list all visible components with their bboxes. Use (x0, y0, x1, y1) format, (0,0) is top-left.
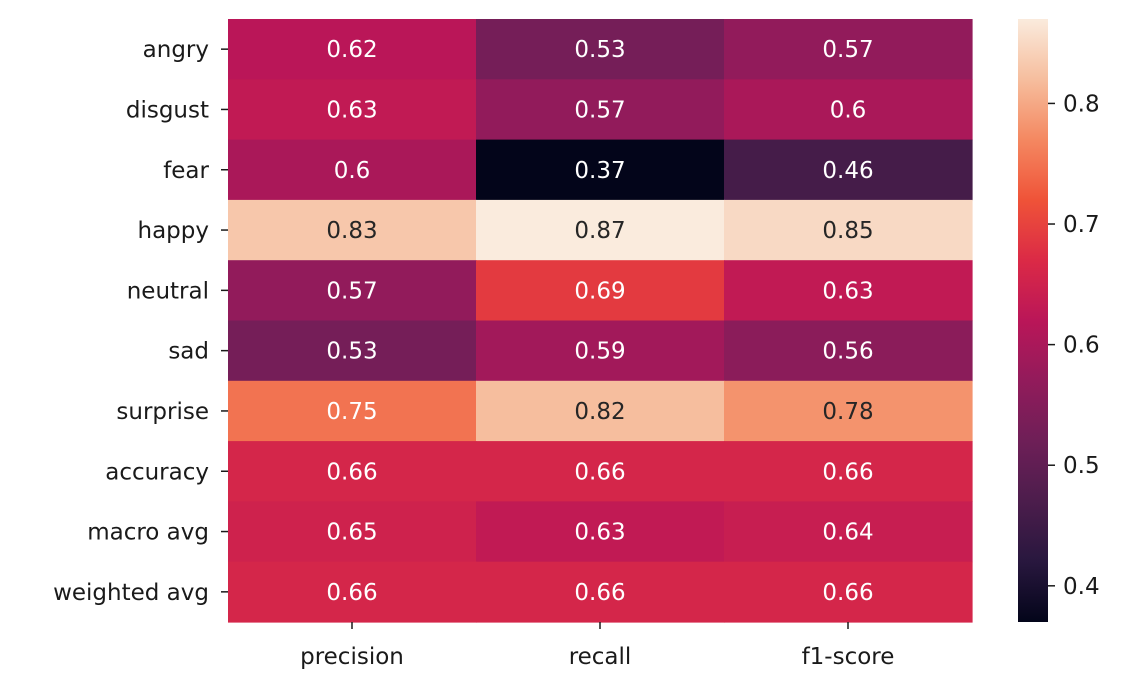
heatmap-cell-3-0 (228, 199, 477, 261)
heatmap-cell-1-2 (724, 79, 973, 141)
cell-annotation-7-1: 0.66 (574, 459, 625, 485)
cell-annotation-2-1: 0.37 (574, 158, 625, 184)
x-tick-label-0: precision (300, 644, 404, 670)
cell-annotation-5-2: 0.56 (822, 339, 873, 365)
heatmap-cell-5-0 (228, 320, 477, 382)
x-tick-labels: precision recall f1-score (300, 622, 894, 670)
cell-annotation-3-2: 0.85 (822, 218, 873, 244)
cell-annotation-3-1: 0.87 (574, 218, 625, 244)
cell-annotation-7-0: 0.66 (326, 459, 377, 485)
heatmap-cell-2-0 (228, 139, 477, 201)
x-tick-label-2: f1-score (802, 644, 895, 670)
y-tick-label-7: accuracy (105, 459, 209, 485)
cell-annotation-4-0: 0.57 (326, 278, 377, 304)
cell-annotation-0-1: 0.53 (574, 37, 625, 63)
colorbar-tick-label-0: 0.4 (1063, 574, 1100, 600)
colorbar-tick-label-2: 0.6 (1063, 333, 1100, 359)
heatmap-cell-4-2 (724, 260, 973, 322)
colorbar: 0.4 0.5 0.6 0.7 0.8 (1018, 19, 1100, 622)
heatmap-cell-9-0 (228, 561, 477, 623)
cell-annotation-1-2: 0.6 (830, 97, 867, 123)
heatmap-cell-5-1 (476, 320, 725, 382)
cell-annotation-8-0: 0.65 (326, 520, 377, 546)
cell-annotation-2-2: 0.46 (822, 158, 873, 184)
colorbar-tick-label-4: 0.8 (1063, 91, 1100, 117)
heatmap-cell-2-2 (724, 139, 973, 201)
heatmap-cell-0-1 (476, 19, 725, 80)
heatmap-cell-7-2 (724, 441, 973, 502)
heatmap-cell-1-1 (476, 79, 725, 141)
y-tick-label-9: weighted avg (53, 580, 209, 606)
cell-annotation-0-0: 0.62 (326, 37, 377, 63)
y-tick-label-2: fear (163, 158, 209, 184)
heatmap-cell-0-2 (724, 19, 973, 80)
y-tick-label-1: disgust (126, 97, 209, 123)
heatmap-annotations: 0.62 0.53 0.57 0.63 0.57 0.6 0.6 0.37 0.46 0.83 0.… (326, 37, 873, 606)
heatmap-cell-8-2 (724, 501, 973, 563)
cell-annotation-6-0: 0.75 (326, 399, 377, 425)
y-tick-label-5: sad (168, 339, 209, 365)
cell-annotation-4-2: 0.63 (822, 278, 873, 304)
heatmap-cells (228, 19, 973, 623)
heatmap-cell-3-1 (476, 199, 725, 261)
cell-annotation-8-2: 0.64 (822, 520, 873, 546)
cell-annotation-6-1: 0.82 (574, 399, 625, 425)
cell-annotation-2-0: 0.6 (334, 158, 371, 184)
cell-annotation-8-1: 0.63 (574, 520, 625, 546)
cell-annotation-0-2: 0.57 (822, 37, 873, 63)
x-tick-label-1: recall (569, 644, 632, 670)
heatmap-cell-6-1 (476, 380, 725, 442)
colorbar-gradient (1018, 19, 1048, 622)
heatmap-cell-4-1 (476, 260, 725, 322)
heatmap-cell-6-2 (724, 380, 973, 442)
heatmap-cell-9-2 (724, 561, 973, 623)
y-tick-label-3: happy (138, 218, 209, 244)
cell-annotation-7-2: 0.66 (822, 459, 873, 485)
heatmap-cell-4-0 (228, 260, 477, 322)
y-tick-label-6: surprise (116, 399, 209, 425)
heatmap-cell-2-1 (476, 139, 725, 201)
cell-annotation-9-2: 0.66 (822, 580, 873, 606)
heatmap-cell-3-2 (724, 199, 973, 261)
cell-annotation-5-0: 0.53 (326, 339, 377, 365)
heatmap-cell-1-0 (228, 79, 477, 141)
cell-annotation-9-0: 0.66 (326, 580, 377, 606)
cell-annotation-9-1: 0.66 (574, 580, 625, 606)
cell-annotation-1-1: 0.57 (574, 97, 625, 123)
y-tick-label-8: macro avg (87, 520, 209, 546)
y-tick-label-0: angry (143, 37, 209, 63)
cell-annotation-3-0: 0.83 (326, 218, 377, 244)
cell-annotation-1-0: 0.63 (326, 97, 377, 123)
heatmap-cell-7-1 (476, 441, 725, 502)
heatmap-cell-6-0 (228, 380, 477, 442)
heatmap-cell-7-0 (228, 441, 477, 502)
cell-annotation-6-2: 0.78 (822, 399, 873, 425)
y-tick-label-4: neutral (127, 278, 209, 304)
y-tick-labels: angry disgust fear happy neutral sad surprise a… (53, 37, 228, 606)
heatmap-cell-0-0 (228, 19, 477, 80)
heatmap-cell-8-0 (228, 501, 477, 563)
cell-annotation-5-1: 0.59 (574, 339, 625, 365)
heatmap-cell-9-1 (476, 561, 725, 623)
heatmap-cell-8-1 (476, 501, 725, 563)
heatmap-cell-5-2 (724, 320, 973, 382)
colorbar-tick-label-1: 0.5 (1063, 453, 1100, 479)
cell-annotation-4-1: 0.69 (574, 278, 625, 304)
colorbar-tick-label-3: 0.7 (1063, 212, 1100, 238)
